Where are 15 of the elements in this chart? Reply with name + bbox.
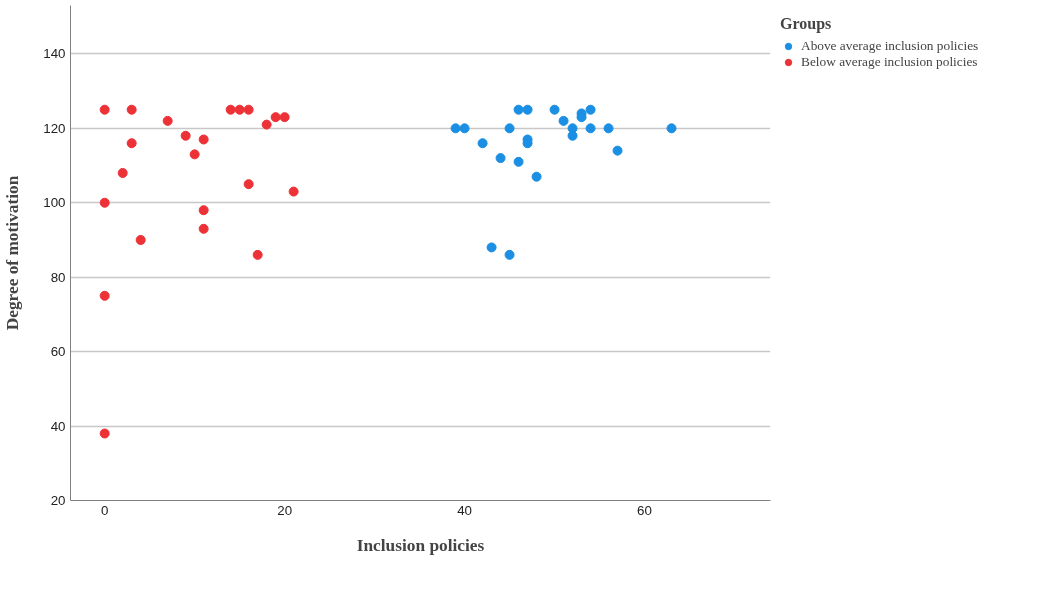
y-tick-label: 80: [50, 269, 66, 285]
x-axis-title: Inclusion policies: [356, 535, 485, 555]
x-tick-label: 60: [637, 502, 652, 518]
legend-title: Groups: [780, 15, 833, 33]
legend-label: Below average inclusion policies: [801, 54, 978, 70]
x-tick-label: 20: [277, 502, 293, 518]
x-tick-label: 0: [100, 502, 109, 518]
x-tick-label: 40: [457, 502, 472, 518]
y-tick-label: 60: [50, 344, 66, 360]
y-tick-label: 120: [43, 120, 66, 136]
y-tick-label: 40: [50, 418, 66, 434]
legend-label: Above average inclusion policies: [801, 38, 979, 54]
y-axis-title: Degree of motivation: [3, 175, 23, 331]
y-tick-label: 100: [43, 195, 66, 211]
y-tick-label: 140: [43, 46, 66, 62]
